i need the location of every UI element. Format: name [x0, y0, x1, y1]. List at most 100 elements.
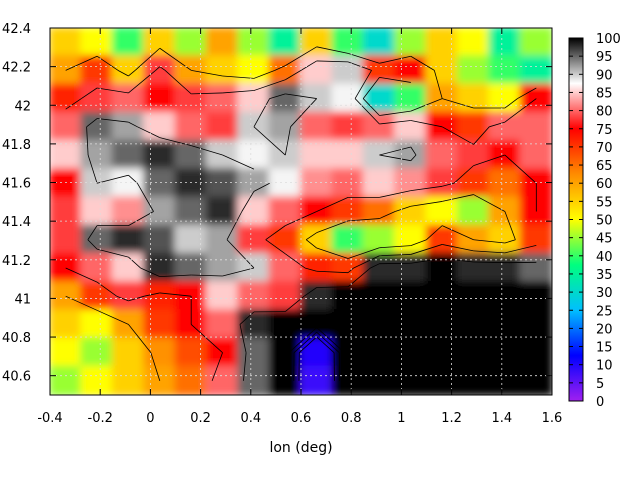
- heat-cell: [456, 337, 491, 368]
- contour-line: [347, 267, 371, 288]
- contour-line: [504, 154, 537, 184]
- colorbar-tick-label: 35: [596, 268, 613, 283]
- heat-cell: [80, 224, 114, 255]
- y-tick-label: 41.4: [2, 215, 31, 230]
- contour-line: [316, 46, 349, 54]
- x-axis: -0.4 -0.2 0 0.2 0.4 0.6 0.8 1 1.2 1.4 1.6: [37, 28, 562, 426]
- heat-cell: [143, 252, 177, 284]
- contour-line: [473, 250, 505, 254]
- contour-line: [265, 239, 286, 255]
- heat-cell: [111, 365, 146, 395]
- contour-line: [150, 352, 161, 382]
- contour-line: [379, 211, 396, 219]
- contour-line: [87, 154, 98, 184]
- heat-cell: [456, 309, 491, 340]
- contour-line: [353, 255, 380, 269]
- x-tick-label: -0.2: [88, 411, 113, 426]
- contour-line: [410, 55, 435, 71]
- contour-line: [394, 205, 411, 212]
- contour-line: [128, 324, 152, 353]
- contour-line: [97, 118, 129, 123]
- contour-line: [191, 274, 223, 277]
- contour-line: [504, 98, 518, 109]
- contour-line: [473, 261, 505, 264]
- heat-cell: [456, 28, 491, 58]
- heat-cell: [425, 337, 459, 368]
- heat-cell: [394, 111, 428, 142]
- heat-cell: [425, 196, 459, 227]
- heat-cell: [174, 28, 208, 58]
- heat-cell: [331, 252, 365, 284]
- heat-cell: [331, 337, 365, 368]
- heat-cell: [519, 281, 552, 312]
- contour-line: [347, 53, 380, 64]
- heat-cell: [174, 139, 208, 171]
- heat-cell: [237, 281, 271, 312]
- contour-line: [433, 70, 443, 99]
- contour-line: [362, 77, 380, 99]
- heat-cell: [488, 83, 522, 114]
- colorbar-tick-label: 50: [596, 214, 613, 229]
- contour-line: [410, 120, 443, 128]
- x-tick-label: 0.2: [190, 411, 211, 426]
- colorbar-tick-label: 15: [596, 341, 613, 356]
- heat-cell: [394, 309, 428, 340]
- contour-line: [473, 239, 505, 244]
- heat-cell: [519, 365, 552, 395]
- heat-cell: [174, 252, 208, 284]
- y-tick-label: 40.6: [2, 370, 31, 385]
- contour-line: [285, 70, 302, 81]
- contour-line: [410, 201, 443, 207]
- heat-cell: [237, 337, 271, 368]
- heat-cell: [268, 28, 302, 58]
- contour-line: [274, 65, 286, 71]
- contour-line: [190, 324, 223, 353]
- x-tick-label: 0.8: [341, 411, 362, 426]
- colorbar-tick-label: 75: [596, 123, 613, 138]
- contour-line: [222, 154, 255, 170]
- heat-cell: [425, 224, 459, 255]
- heat-cell: [80, 252, 114, 284]
- heat-cell: [50, 224, 83, 255]
- contour-line: [86, 118, 98, 128]
- heat-cell: [331, 55, 365, 86]
- heat-cell: [456, 139, 491, 171]
- contour-line: [517, 87, 537, 99]
- colorbar-tick-label: 5: [596, 377, 604, 392]
- heat-cell: [394, 139, 428, 171]
- contour-line: [128, 70, 156, 94]
- contour-line: [128, 174, 138, 184]
- contour-line: [241, 191, 255, 212]
- heat-cell: [50, 139, 83, 171]
- contour-line: [191, 145, 223, 156]
- heat-cell: [143, 309, 177, 340]
- contour-line: [65, 98, 82, 110]
- contour-line: [504, 244, 537, 254]
- heat-cell: [50, 111, 83, 142]
- contour-line: [86, 126, 89, 156]
- contour-line: [453, 165, 474, 184]
- heat-cell: [50, 365, 83, 395]
- heat-cell: [488, 252, 522, 284]
- contour-line: [442, 98, 474, 109]
- contour-line: [316, 331, 340, 353]
- contour-line: [379, 245, 411, 249]
- heat-cell: [362, 111, 397, 142]
- heat-cell: [268, 365, 302, 395]
- contour-line: [137, 126, 160, 139]
- contour-line: [379, 55, 411, 64]
- colorbar-tick-label: 95: [596, 50, 613, 65]
- colorbar-tick-label: 90: [596, 68, 613, 83]
- heat-cell: [331, 139, 365, 171]
- heatmap-cells: [50, 28, 552, 395]
- heat-cell: [519, 252, 552, 284]
- contour-line: [441, 126, 474, 145]
- contour-line: [253, 98, 270, 128]
- heat-cell: [519, 28, 552, 58]
- heat-cell: [174, 83, 208, 114]
- heat-cell: [394, 224, 428, 255]
- contour-line: [305, 239, 317, 249]
- heat-cell: [80, 139, 114, 171]
- contour-line: [87, 239, 98, 250]
- contour-line: [379, 120, 411, 125]
